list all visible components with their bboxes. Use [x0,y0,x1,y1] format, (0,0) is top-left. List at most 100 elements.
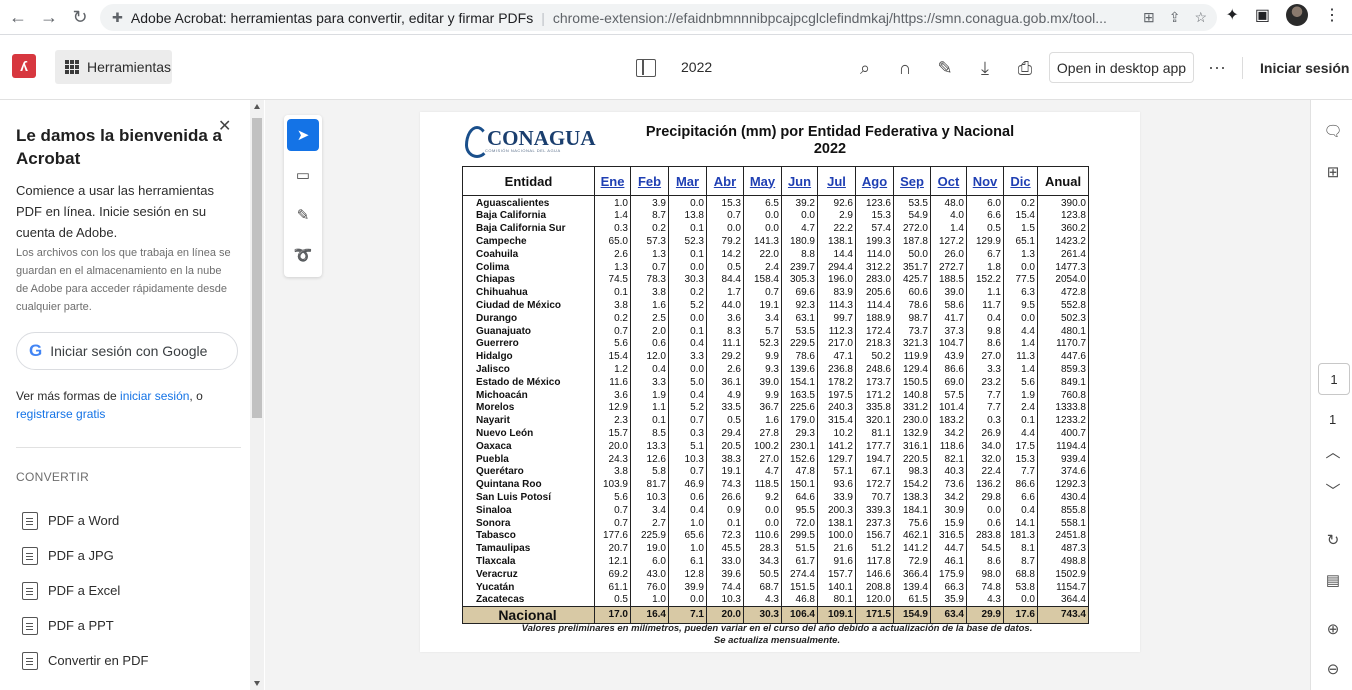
national-value: 109.1 [817,606,856,625]
value-cell: 230.1 [781,440,818,454]
print-icon[interactable]: ⎙ [1017,57,1033,78]
tools-button[interactable]: Herramientas [55,50,172,84]
value-cell: 5.8 [630,465,669,479]
page-number-input[interactable]: 1 [1318,363,1350,395]
sign-in-button[interactable]: Iniciar sesión [1260,60,1350,76]
value-cell: 52.3 [668,235,707,249]
value-cell: 8.7 [630,210,669,223]
table-row: Sonora 0.7 2.7 1.0 0.1 0.0 72.0 138.1 237.3 75.6 1… [462,517,1089,530]
rotate-icon[interactable]: ↻ [1326,532,1340,549]
table-row: Guerrero 5.6 0.6 0.4 11.1 52.3 229.5 217.0 218.3… [462,337,1089,351]
table-row: Guanajuato 0.7 2.0 0.1 8.3 5.7 53.5 112.3 172.4 7… [462,325,1089,338]
address-bar[interactable]: ✚ Adobe Acrobat: herramientas para conve… [100,4,1217,31]
header-month: Dic [1003,166,1038,196]
value-cell: 26.9 [966,427,1004,441]
value-cell: 132.9 [893,427,931,441]
convert-pdf-to-excel[interactable]: PDF a Excel [22,573,148,608]
value-cell: 7.7 [966,389,1004,402]
value-cell: 199.3 [855,235,894,249]
convert-pdf-to-ppt[interactable]: PDF a PPT [22,608,148,643]
close-icon[interactable]: ✕ [218,118,232,135]
value-cell: 29.3 [781,427,818,441]
convert-to-pdf[interactable]: Convertir en PDF [22,643,148,678]
footnote: Valores preliminares en milímetros, pued… [462,623,1092,647]
value-cell: 2.4 [743,261,782,274]
table-row: Campeche 65.0 57.3 52.3 79.2 141.3 180.9 138.1 1… [462,235,1089,249]
chrome-menu-icon[interactable]: ⋮ [1324,7,1340,24]
table-row: Quintana Roo 103.9 81.7 46.9 74.3 118.5 150.1 9… [462,478,1089,492]
value-cell: 1.0 [630,593,669,607]
national-value: 16.4 [630,606,669,625]
select-cursor-icon[interactable]: ➤ [287,119,319,151]
sidepanel-icon[interactable]: ▣ [1254,7,1270,24]
browser-actions: ✦ ▣ ⋮ [1225,4,1352,26]
national-row: Nacional 17.0 16.4 7.1 20.0 30.3 106.4 109.1 171… [462,606,1089,625]
value-cell: 2.3 [594,414,631,428]
scroll-thumb[interactable] [252,118,262,418]
value-cell: 2451.8 [1037,529,1089,543]
value-cell: 58.6 [930,299,967,313]
add-comment-icon[interactable]: ▭ [295,167,311,184]
share-icon[interactable]: ⇪ [1168,9,1181,25]
fill-sign-icon[interactable]: ✎ [937,57,953,78]
thumbnails-icon[interactable]: ⊞ [1326,164,1340,181]
chevron-up-icon[interactable]: ︿ [1325,443,1341,461]
draw-icon[interactable]: ✎ [296,207,310,224]
signin-link[interactable]: iniciar sesión [120,389,190,403]
forward-icon[interactable]: → [40,6,58,27]
extensions-icon[interactable]: ✦ [1225,7,1239,24]
value-cell: 129.9 [966,235,1004,249]
search-icon[interactable]: ⌕ [859,57,871,78]
comment-icon[interactable]: 🗨 [1323,123,1343,140]
translate-icon[interactable]: ⊞ [1142,9,1155,25]
value-cell: 9.9 [743,389,782,402]
value-cell: 30.3 [668,273,707,287]
read-aloud-icon[interactable]: ∩ [898,57,912,78]
value-cell: 60.6 [893,286,931,300]
tab-title: Adobe Acrobat: herramientas para convert… [130,9,534,26]
more-options-icon[interactable]: ··· [1208,57,1226,77]
value-cell: 0.0 [668,363,707,377]
value-cell: 13.3 [630,440,669,454]
value-cell: 53.5 [781,325,818,338]
lasso-icon[interactable]: ➰ [293,247,313,264]
avatar[interactable] [1286,4,1308,26]
value-cell: 29.2 [706,350,744,364]
reload-icon[interactable]: ↻ [72,6,88,27]
value-cell: 299.5 [781,529,818,543]
panel-scrollbar[interactable] [250,100,264,690]
value-cell: 1292.3 [1037,478,1089,492]
back-icon[interactable]: ← [9,6,27,27]
value-cell: 1.2 [594,363,631,377]
value-cell: 248.6 [855,363,894,377]
scroll-up-icon[interactable] [254,104,260,109]
zoom-in-icon[interactable]: ⊕ [1326,621,1340,638]
header-month: Abr [706,166,744,196]
value-cell: 34.2 [930,427,967,441]
url-text: chrome-extension://efaidnbmnnnibpcajpcgl… [552,9,1107,26]
convert-pdf-to-word[interactable]: PDF a Word [22,503,148,538]
scroll-down-icon[interactable] [254,681,260,686]
acrobat-logo-icon[interactable]: ʎ [12,54,36,78]
chevron-down-icon[interactable]: ﹀ [1325,482,1341,500]
value-cell: 40.3 [930,465,967,479]
convert-pdf-to-jpg[interactable]: PDF a JPG [22,538,148,573]
download-icon[interactable]: ⤓ [981,57,989,78]
value-cell: 154.2 [893,478,931,492]
value-cell: 63.1 [781,312,818,326]
star-icon[interactable]: ☆ [1194,9,1207,25]
register-link[interactable]: registrarse gratis [16,407,106,421]
value-cell: 0.7 [594,325,631,338]
value-cell: 52.3 [743,337,782,351]
page-settings-icon[interactable]: ▤ [1325,572,1341,589]
entity-cell: Jalisco [462,363,595,377]
value-cell: 36.1 [706,376,744,390]
pages-panel-icon[interactable] [636,59,656,77]
google-signin-button[interactable]: G Iniciar sesión con Google [16,332,238,370]
table-row: Chihuahua 0.1 3.8 0.2 1.7 0.7 69.6 83.9 205.6 60.… [462,286,1089,300]
zoom-out-icon[interactable]: ⊖ [1326,661,1340,678]
value-cell: 141.3 [743,235,782,249]
table-row: Nayarit 2.3 0.1 0.7 0.5 1.6 179.0 315.4 320.1 230… [462,414,1089,428]
open-desktop-button[interactable]: Open in desktop app [1049,52,1194,83]
table-row: Querétaro 3.8 5.8 0.7 19.1 4.7 47.8 57.1 67.1 98.… [462,465,1089,479]
